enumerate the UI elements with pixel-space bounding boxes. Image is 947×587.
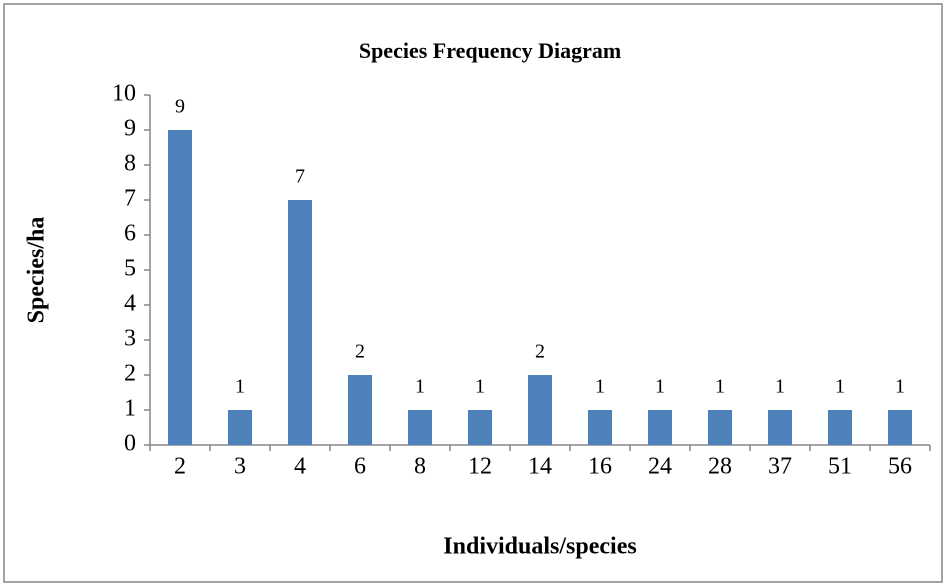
x-tick-label: 6 bbox=[354, 454, 366, 480]
x-axis-label: Individuals/species bbox=[443, 534, 636, 560]
chart-border bbox=[3, 3, 943, 583]
x-tick-label: 51 bbox=[828, 454, 852, 480]
data-label: 1 bbox=[835, 376, 845, 398]
x-tick-label: 2 bbox=[174, 454, 186, 480]
x-tick-label: 37 bbox=[768, 454, 792, 480]
bar bbox=[168, 130, 192, 445]
data-label: 1 bbox=[715, 376, 725, 398]
data-label: 2 bbox=[355, 341, 365, 363]
bar bbox=[588, 410, 612, 445]
x-tick-label: 28 bbox=[708, 454, 732, 480]
y-tick-label: 2 bbox=[124, 361, 136, 387]
x-tick-label: 3 bbox=[234, 454, 246, 480]
bar bbox=[468, 410, 492, 445]
x-tick-label: 24 bbox=[648, 454, 672, 480]
y-tick-label: 10 bbox=[112, 81, 136, 107]
bar bbox=[828, 410, 852, 445]
bar bbox=[768, 410, 792, 445]
bar bbox=[648, 410, 672, 445]
y-tick-label: 4 bbox=[124, 291, 136, 317]
x-tick-label: 14 bbox=[528, 454, 552, 480]
y-tick-label: 3 bbox=[124, 326, 136, 352]
x-tick-label: 8 bbox=[414, 454, 426, 480]
bar bbox=[528, 375, 552, 445]
x-tick-label: 56 bbox=[888, 454, 912, 480]
data-label: 1 bbox=[475, 376, 485, 398]
data-label: 7 bbox=[295, 166, 305, 188]
y-axis-label: Species/ha bbox=[24, 217, 50, 324]
chart-title: Species Frequency Diagram bbox=[359, 38, 621, 63]
bar bbox=[288, 200, 312, 445]
data-label: 1 bbox=[895, 376, 905, 398]
y-tick-label: 0 bbox=[124, 431, 136, 457]
x-tick-label: 12 bbox=[468, 454, 492, 480]
y-tick-label: 6 bbox=[124, 221, 136, 247]
bar bbox=[408, 410, 432, 445]
bar bbox=[888, 410, 912, 445]
x-tick-label: 4 bbox=[294, 454, 306, 480]
data-label: 1 bbox=[415, 376, 425, 398]
y-tick-label: 9 bbox=[124, 116, 136, 142]
y-tick-label: 7 bbox=[124, 186, 136, 212]
y-tick-label: 1 bbox=[124, 396, 136, 422]
y-tick-label: 5 bbox=[124, 256, 136, 282]
data-label: 1 bbox=[595, 376, 605, 398]
x-tick-label: 16 bbox=[588, 454, 612, 480]
bar bbox=[348, 375, 372, 445]
data-label: 9 bbox=[175, 96, 185, 118]
bar bbox=[228, 410, 252, 445]
y-tick-label: 8 bbox=[124, 151, 136, 177]
data-label: 1 bbox=[235, 376, 245, 398]
data-label: 1 bbox=[775, 376, 785, 398]
data-label: 2 bbox=[535, 341, 545, 363]
data-label: 1 bbox=[655, 376, 665, 398]
bar bbox=[708, 410, 732, 445]
